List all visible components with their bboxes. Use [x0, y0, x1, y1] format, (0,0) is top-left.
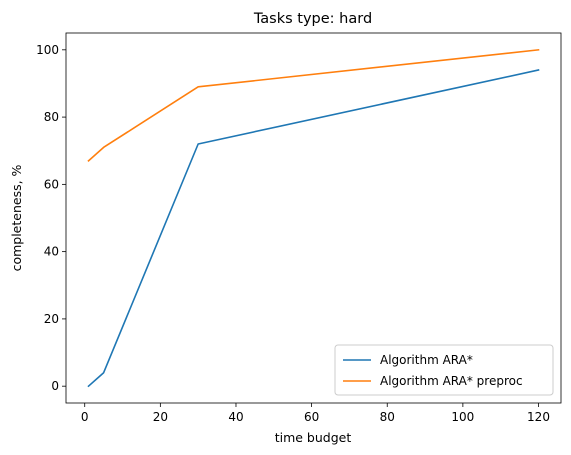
x-tick-label: 20 [153, 410, 168, 424]
legend-box [334, 344, 554, 396]
series-line-2 [87, 48, 540, 162]
chart-title: Tasks type: hard [253, 11, 372, 27]
y-axis: 0 20 40 60 80 100 [36, 43, 66, 393]
axes-frame [65, 32, 562, 404]
legend-label-2: Algorithm ARA* preproc [380, 374, 523, 388]
x-tick-label: 100 [451, 410, 474, 424]
plot-area [87, 48, 540, 388]
legend-label-1: Algorithm ARA* [380, 353, 473, 367]
x-tick-label: 80 [380, 410, 395, 424]
y-axis-label: completeness, % [9, 164, 24, 271]
x-axis-label: time budget [275, 430, 352, 445]
x-tick-label: 0 [81, 410, 89, 424]
x-tick-label: 60 [304, 410, 319, 424]
y-tick-label: 100 [36, 43, 59, 57]
y-tick-label: 80 [44, 110, 59, 124]
y-tick-label: 20 [44, 312, 59, 326]
series-line-1 [87, 69, 540, 388]
x-tick-label: 40 [228, 410, 243, 424]
legend: Algorithm ARA* Algorithm ARA* preproc [334, 344, 554, 396]
x-tick-label: 120 [527, 410, 550, 424]
y-tick-label: 0 [51, 379, 59, 393]
y-tick-label: 60 [44, 177, 59, 191]
y-tick-label: 40 [44, 245, 59, 259]
x-axis: 0 20 40 60 80 100 120 [81, 403, 550, 424]
